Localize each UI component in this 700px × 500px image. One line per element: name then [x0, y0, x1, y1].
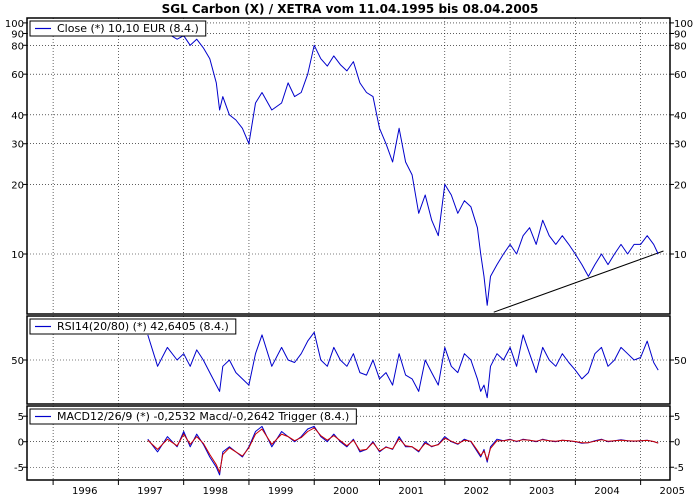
macd-panel: 5 5 0 0 -5 -5 MACD12/26/9 (*) -0,2532 Macd/-0,… [14, 405, 684, 481]
rsi-legend-box [29, 318, 237, 335]
rsi-legend-label: RSI14(20/80) (*) 42,6405 (8.4.) [57, 320, 229, 333]
support-trend-line [493, 250, 664, 313]
price-ytick-right: 90 [674, 29, 687, 40]
rsi-ytick-left: 50 [11, 356, 24, 367]
macd-ytick-right: 0 [674, 438, 680, 449]
price-ytick-left: 100 [5, 19, 24, 30]
chart-title: SGL Carbon (X) / XETRA vom 11.04.1995 bi… [162, 2, 539, 16]
price-ytick-right: 100 [674, 19, 693, 30]
x-tick-label: 2002 [464, 486, 489, 497]
x-tick-label: 1997 [137, 486, 162, 497]
x-tick-label: 2003 [529, 486, 554, 497]
macd-series-1 [147, 427, 659, 473]
price-ytick-left: 60 [11, 70, 24, 81]
x-tick-label: 1998 [203, 486, 228, 497]
macd-ytick-right: -5 [674, 463, 684, 474]
price-ytick-right: 30 [674, 140, 687, 151]
price-ytick-right: 20 [674, 180, 687, 191]
price-ytick-left: 20 [11, 180, 24, 191]
macd-legend-box [29, 408, 357, 425]
macd-ytick-right: 5 [674, 412, 680, 423]
macd-legend-label: MACD12/26/9 (*) -0,2532 Macd/-0,2642 Tri… [57, 410, 349, 423]
price-ytick-left: 80 [11, 41, 24, 52]
price-frame [26, 17, 671, 315]
x-tick-label: 1999 [268, 486, 293, 497]
x-tick-label: 2004 [594, 486, 619, 497]
price-ytick-left: 10 [11, 250, 24, 261]
rsi-panel: 50 50 RSI14(20/80) (*) 42,6405 (8.4.) [11, 315, 687, 405]
price-legend-box [29, 20, 207, 37]
macd-ytick-left: -5 [14, 463, 24, 474]
price-legend-label: Close (*) 10,10 EUR (8.4.) [57, 22, 199, 35]
price-series-0 [147, 27, 659, 306]
rsi-series-0 [147, 331, 659, 399]
x-tick-label: 2001 [398, 486, 423, 497]
macd-ytick-left: 0 [18, 438, 24, 449]
rsi-ytick-right: 50 [674, 356, 687, 367]
x-tick-label: 2000 [333, 486, 358, 497]
macd-ytick-left: 5 [18, 412, 24, 423]
price-ytick-left: 40 [11, 111, 24, 122]
price-ytick-right: 40 [674, 111, 687, 122]
price-ytick-right: 60 [674, 70, 687, 81]
price-ytick-right: 80 [674, 41, 687, 52]
price-ytick-left: 30 [11, 140, 24, 151]
price-ytick-left: 90 [11, 29, 24, 40]
price-ytick-right: 10 [674, 250, 687, 261]
x-tick-label: 2005 [660, 486, 685, 497]
x-axis: 1996 1997 1998 1999 2000 2001 2002 2003 2004 2005 [52, 480, 685, 497]
x-tick-label: 1996 [72, 486, 97, 497]
